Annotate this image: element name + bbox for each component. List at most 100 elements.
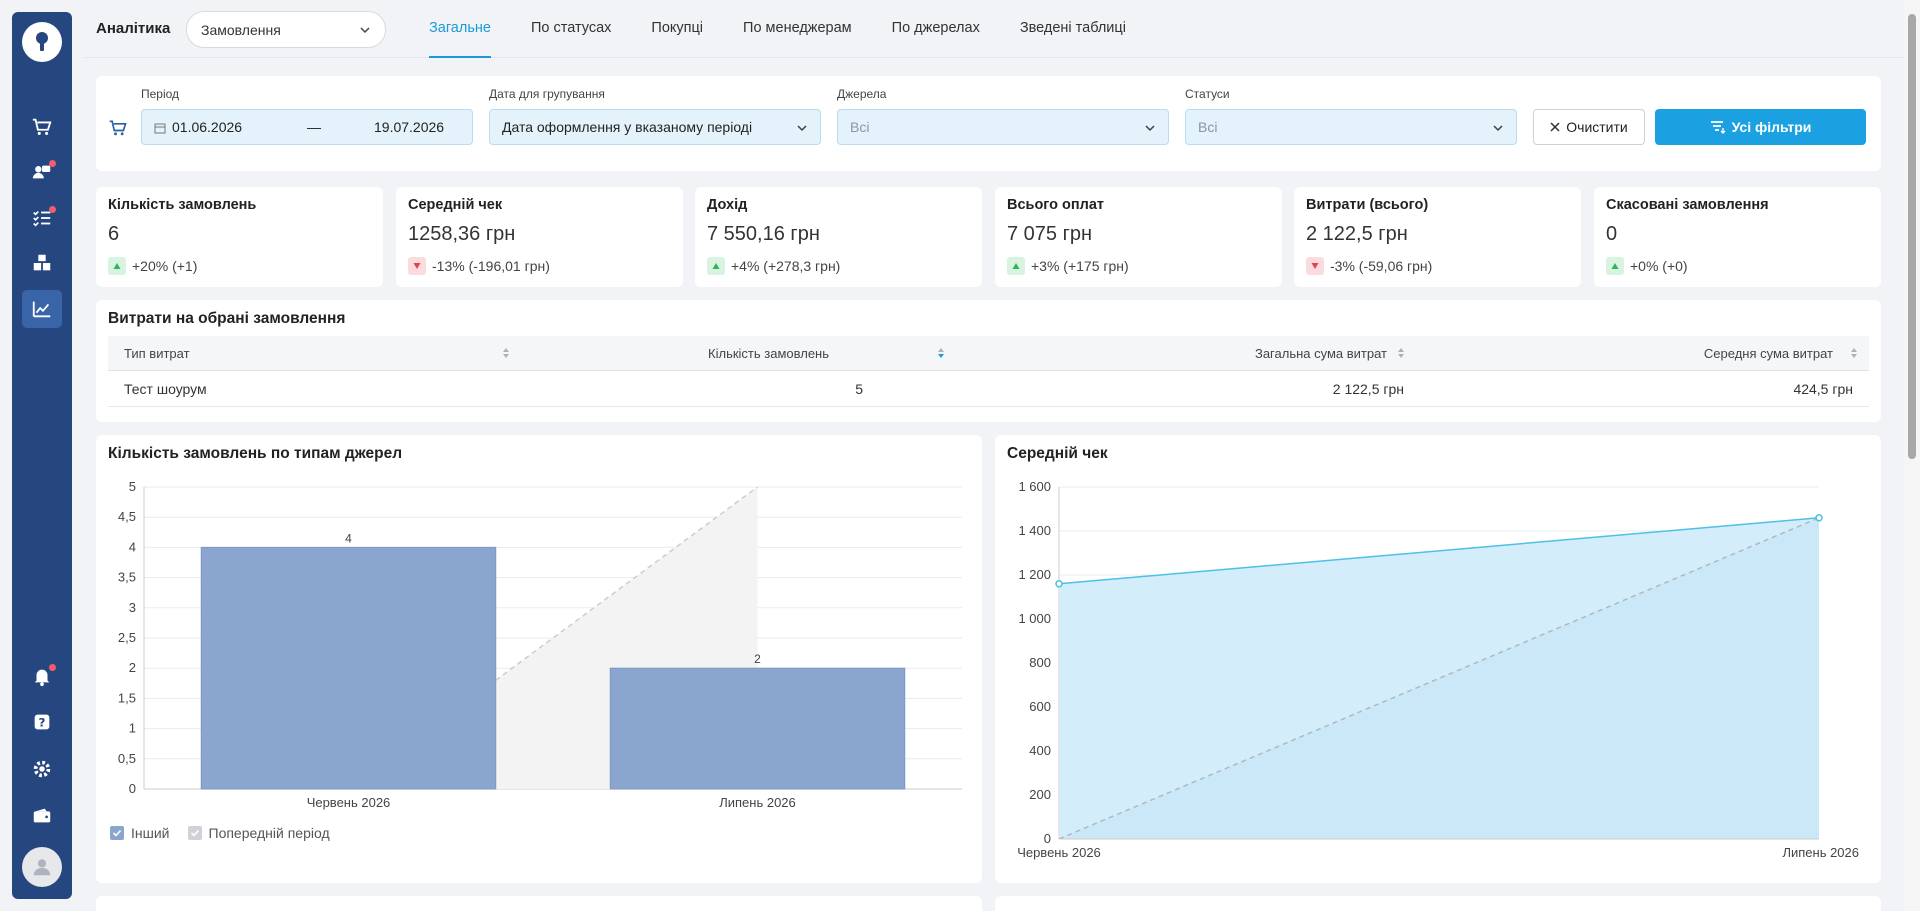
kpi-label: Скасовані замовлення	[1606, 197, 1769, 213]
calendar-icon	[154, 123, 166, 134]
statuses-value: Всі	[1198, 119, 1218, 135]
sources-label: Джерела	[837, 87, 887, 101]
col-orders-count[interactable]: Кількість замовлень	[708, 346, 829, 361]
scrollbar-thumb[interactable]	[1908, 14, 1916, 459]
col-cost-type[interactable]: Тип витрат	[124, 346, 190, 361]
y-tick-label: 800	[1029, 655, 1051, 670]
report-type-select[interactable]: Замовлення	[186, 11, 386, 48]
sidebar-analytics-icon[interactable]	[22, 290, 62, 328]
checkbox-checked-icon	[110, 826, 124, 840]
trend-down-icon	[408, 257, 426, 275]
x-tick-label: Липень 2026	[719, 795, 796, 810]
kpi-delta: -3% (-59,06 грн)	[1330, 258, 1433, 274]
costs-panel: Витрати на обрані замовлення Тип витрат …	[96, 300, 1881, 422]
all-filters-label: Усі фільтри	[1731, 119, 1812, 135]
kpi-value: 0	[1606, 223, 1618, 245]
x-tick-label: Червень 2026	[1017, 845, 1101, 860]
cell-average-costs: 424,5 грн	[1793, 381, 1853, 397]
sidebar-tasks-icon[interactable]	[22, 199, 62, 237]
logo-key-icon[interactable]	[22, 22, 62, 62]
tab-buyers[interactable]: Покупці	[651, 20, 704, 36]
kpi-label: Середній чек	[408, 197, 503, 213]
tab-pivot-tables[interactable]: Зведені таблиці	[1019, 20, 1126, 36]
sort-icon[interactable]	[502, 347, 510, 359]
trend-up-icon	[1606, 257, 1624, 275]
y-tick-label: 0	[1044, 831, 1051, 846]
sort-icon[interactable]	[1397, 347, 1405, 359]
filters-panel: Період 01.06.2026 — 19.07.2026 Дата для …	[96, 76, 1881, 171]
average-check-chart: 0 200 400 600 800 1 000 1 200 1 400 1 600 Червень…	[1017, 479, 1859, 860]
kpi-label: Витрати (всього)	[1306, 197, 1429, 213]
bar-data-label: 4	[345, 531, 352, 545]
cell-orders-count: 5	[855, 381, 863, 397]
costs-title: Витрати на обрані замовлення	[108, 310, 346, 327]
kpi-label: Всього оплат	[1007, 197, 1105, 213]
y-tick-label: 200	[1029, 787, 1051, 802]
tasks-notification-dot	[49, 206, 56, 213]
sidebar-gear-icon[interactable]	[22, 750, 62, 788]
tabs: Загальне По статусах Покупці По менеджер…	[429, 0, 1166, 58]
x-tick-label: Липень 2026	[1782, 845, 1859, 860]
y-tick-label: 1 200	[1018, 567, 1051, 582]
user-avatar-icon[interactable]	[22, 847, 62, 887]
y-tick-label: 1 400	[1018, 523, 1051, 538]
x-tick-label: Червень 2026	[307, 795, 391, 810]
bottom-card-right	[995, 896, 1881, 911]
clear-filters-button[interactable]: Очистити	[1533, 109, 1645, 145]
statuses-select[interactable]: Всі	[1185, 109, 1517, 145]
tab-by-sources[interactable]: По джерелах	[891, 20, 980, 36]
legend-item-other[interactable]: Інший	[110, 825, 170, 841]
checkbox-checked-icon	[187, 826, 202, 840]
y-tick-label: 2	[129, 660, 136, 675]
sidebar-help-icon[interactable]: ?	[22, 703, 62, 741]
sidebar-warehouse-icon[interactable]	[22, 244, 62, 282]
sidebar-cart-icon[interactable]	[22, 108, 62, 146]
kpi-total-payments: Всього оплат 7 075 грн +3% (+175 грн)	[995, 187, 1282, 287]
kpi-delta: -13% (-196,01 грн)	[432, 258, 550, 274]
date-from: 01.06.2026	[172, 119, 243, 135]
sources-value: Всі	[850, 119, 870, 135]
period-label: Період	[141, 87, 180, 101]
sort-active-icon[interactable]	[937, 347, 945, 359]
bar-data-label: 2	[754, 652, 761, 666]
sort-icon[interactable]	[1850, 347, 1858, 359]
table-row: Тест шоурум 5 2 122,5 грн 424,5 грн	[108, 371, 1869, 407]
sources-select[interactable]: Всі	[837, 109, 1169, 145]
grouping-select[interactable]: Дата оформлення у вказаному періоді	[489, 109, 821, 145]
chevron-down-icon	[360, 27, 370, 34]
kpi-value: 7 550,16 грн	[707, 223, 820, 245]
clear-label: Очистити	[1566, 119, 1628, 135]
all-filters-button[interactable]: Усі фільтри	[1655, 109, 1866, 145]
kpi-total-costs: Витрати (всього) 2 122,5 грн -3% (-59,06…	[1294, 187, 1581, 287]
average-check-chart-card: Середній чек 0 200 400 600 800 1 000 1 200 1 40…	[995, 435, 1881, 883]
bottom-card-left	[96, 896, 982, 911]
grouping-value: Дата оформлення у вказаному періоді	[502, 119, 753, 135]
cell-cost-type: Тест шоурум	[124, 381, 207, 397]
period-input[interactable]: 01.06.2026 — 19.07.2026	[141, 109, 473, 145]
chevron-down-icon	[1493, 125, 1503, 132]
statuses-label: Статуси	[1185, 87, 1230, 101]
sidebar-clients-icon[interactable]	[22, 153, 62, 191]
sidebar-bell-icon[interactable]	[22, 657, 62, 695]
col-average-costs[interactable]: Середня сума витрат	[1703, 346, 1833, 361]
tab-by-status[interactable]: По статусах	[530, 20, 612, 36]
tab-general[interactable]: Загальне	[429, 0, 491, 58]
y-tick-label: 1 600	[1018, 479, 1051, 494]
y-tick-label: 0	[129, 781, 136, 796]
legend-label: Попередній період	[208, 825, 330, 841]
legend-item-previous-period[interactable]: Попередній період	[187, 825, 330, 841]
previous-period-line	[1058, 517, 1820, 840]
page-title: Аналітика	[96, 20, 171, 37]
kpi-delta: +3% (+175 грн)	[1031, 258, 1129, 274]
y-tick-label: 400	[1029, 743, 1051, 758]
page-scrollbar[interactable]	[1904, 0, 1920, 911]
orders-by-source-chart-card: Кількість замовлень по типам джерел 0 0,5…	[96, 435, 982, 883]
tab-by-managers[interactable]: По менеджерам	[743, 20, 852, 36]
col-total-costs[interactable]: Загальна сума витрат	[1254, 346, 1387, 361]
kpi-delta: +0% (+0)	[1630, 258, 1688, 274]
sidebar-wallet-icon[interactable]	[22, 797, 62, 835]
trend-up-icon	[108, 257, 126, 275]
kpi-value: 2 122,5 грн	[1306, 223, 1408, 245]
y-tick-label: 1 000	[1018, 611, 1051, 626]
y-tick-label: 1,5	[118, 690, 136, 705]
